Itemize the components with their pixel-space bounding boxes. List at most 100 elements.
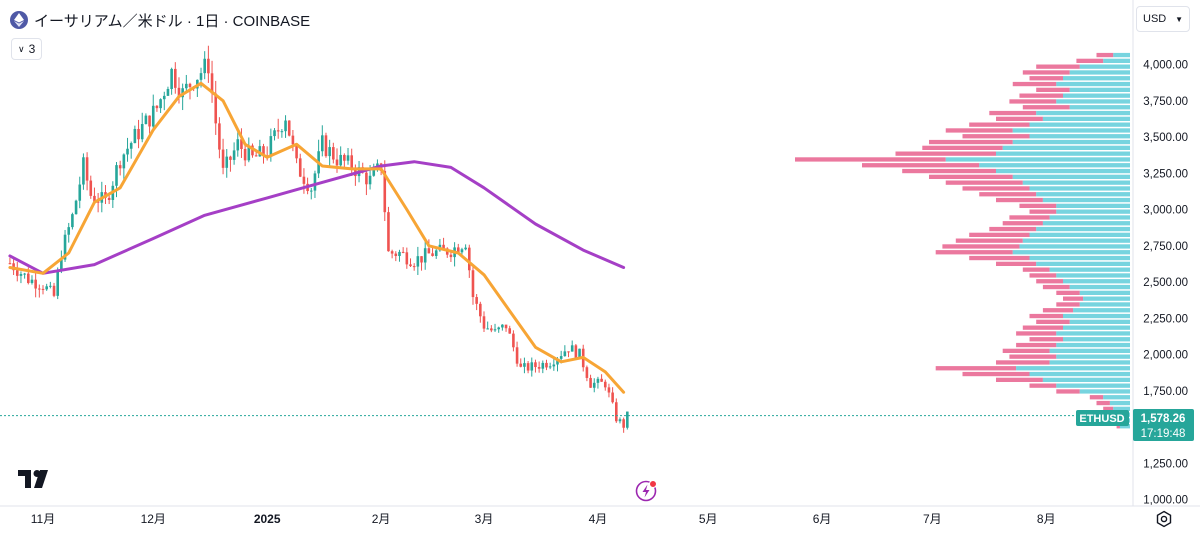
candle-up: [497, 327, 500, 330]
time-axis-label: 6月: [813, 512, 832, 526]
volume-profile-up-bar: [1063, 325, 1130, 330]
volume-profile-down-bar: [935, 250, 1013, 255]
candle-up: [493, 329, 497, 331]
volume-profile-up-bar: [1056, 81, 1130, 87]
volume-profile-down-bar: [1029, 76, 1063, 81]
volume-profile-down-bar: [979, 192, 1037, 197]
candle-up: [122, 154, 126, 169]
volume-profile-down-bar: [996, 360, 1050, 365]
candle-up: [71, 214, 74, 228]
volume-profile-up-bar: [1049, 215, 1130, 220]
volume-profile-up-bar: [1016, 366, 1130, 371]
candle-down: [574, 345, 578, 358]
candle-up: [78, 184, 82, 201]
volume-profile-down-bar: [1029, 337, 1063, 342]
volume-profile-up-bar: [1056, 209, 1130, 214]
candle-up: [199, 73, 203, 80]
volume-profile-down-bar: [1029, 313, 1063, 319]
candle-down: [390, 251, 394, 254]
volume-profile-up-bar: [1056, 203, 1130, 208]
candle-down: [365, 172, 368, 185]
candle-down: [412, 266, 416, 268]
volume-profile-down-bar: [895, 151, 996, 156]
volume-profile-down-bar: [1103, 406, 1114, 411]
volume-profile-up-bar: [1063, 337, 1130, 342]
price-axis-label: 3,250.00: [1143, 168, 1188, 180]
price-axis-label: 3,500.00: [1143, 132, 1188, 144]
volume-profile-down-bar: [945, 128, 1013, 133]
candle-down: [93, 195, 96, 202]
volume-profile-up-bar: [1113, 52, 1130, 58]
volume-profile-up-bar: [1029, 134, 1130, 139]
volume-profile-down-bar: [962, 186, 1030, 191]
candle-down: [512, 333, 515, 348]
candle-up: [339, 154, 342, 166]
candle-down: [504, 324, 508, 329]
volume-profile-up-bar: [1056, 273, 1130, 278]
volume-profile-down-bar: [955, 238, 1023, 243]
candle-up: [82, 157, 85, 185]
price-axis-label: 1,750.00: [1143, 386, 1188, 398]
volume-profile-down-bar: [1036, 279, 1063, 284]
volume-profile-down-bar: [1029, 383, 1057, 388]
candle-down: [350, 155, 353, 170]
volume-profile-up-bar: [1012, 174, 1130, 179]
candle-down: [251, 145, 254, 156]
symbol-title[interactable]: イーサリアム／米ドル · 1日 · COINBASE: [34, 12, 311, 30]
volume-profile-up-bar: [1069, 87, 1130, 92]
volume-profile-down-bar: [962, 371, 1030, 377]
volume-profile-down-bar: [1063, 296, 1084, 301]
volume-profile-down-bar: [1019, 203, 1057, 208]
price-axis-label: 1,250.00: [1143, 458, 1188, 470]
candle-down: [107, 197, 111, 201]
candle-up: [19, 274, 23, 276]
volume-profile-up-bar: [1049, 267, 1130, 272]
candle-up: [269, 136, 273, 157]
volume-profile-up-bar: [1002, 145, 1130, 150]
currency-select[interactable]: USD ▼: [1136, 6, 1190, 32]
price-axis-label: 3,000.00: [1143, 205, 1188, 217]
volume-profile-up-bar: [1029, 122, 1130, 127]
gear-icon[interactable]: [1155, 510, 1173, 533]
volume-profile-down-bar: [1096, 400, 1110, 406]
candle-down: [243, 148, 247, 161]
candle-down: [41, 288, 45, 290]
volume-profile-down-bar: [989, 110, 1037, 116]
candle-down: [526, 363, 530, 371]
ethereum-icon[interactable]: [10, 11, 28, 29]
candle-up: [74, 200, 78, 215]
volume-profile-down-bar: [996, 116, 1043, 121]
candle-up: [23, 273, 26, 275]
volume-profile-down-bar: [1056, 290, 1080, 295]
candle-up: [126, 148, 129, 155]
candle-down: [34, 279, 37, 289]
candle-down: [449, 254, 453, 258]
flash-news-icon[interactable]: [635, 479, 659, 508]
volume-profile-down-bar: [1022, 105, 1070, 110]
candle-up: [115, 165, 118, 186]
volume-profile-up-bar: [1069, 105, 1130, 110]
volume-profile-up-bar: [1036, 110, 1130, 116]
indicators-toggle-button[interactable]: ∨ 3: [11, 38, 43, 60]
candle-down: [405, 252, 409, 265]
candle-up: [460, 249, 464, 253]
candle-up: [140, 124, 144, 140]
candle-down: [603, 381, 607, 388]
volume-profile-down-bar: [942, 244, 1020, 249]
candle-up: [49, 285, 52, 287]
time-axis-label: 12月: [141, 512, 166, 526]
price-axis-label: 2,250.00: [1143, 313, 1188, 325]
candle-up: [592, 382, 596, 388]
candle-up: [162, 95, 166, 100]
candle-down: [177, 87, 181, 98]
bar-countdown-label: 17:19:48: [1141, 428, 1186, 440]
candle-down: [85, 157, 89, 181]
moving-average-fast-line: [8, 81, 626, 394]
candle-up: [236, 139, 240, 151]
volume-profile-down-bar: [1002, 348, 1050, 353]
candle-up: [501, 324, 504, 328]
volume-profile-up-bar: [1079, 64, 1130, 69]
candle-up: [398, 251, 401, 256]
candle-down: [545, 362, 548, 368]
